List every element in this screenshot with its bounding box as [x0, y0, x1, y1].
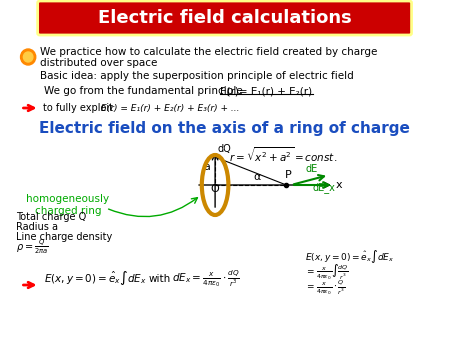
Circle shape — [21, 49, 36, 65]
Text: Basic idea: apply the superposition principle of electric field: Basic idea: apply the superposition prin… — [40, 71, 353, 81]
Text: Total charge Q: Total charge Q — [16, 212, 86, 222]
Text: $dE_x = \frac{x}{4\pi\varepsilon_0} \cdot \frac{dQ}{r^3}$: $dE_x = \frac{x}{4\pi\varepsilon_0} \cdo… — [172, 269, 240, 289]
Text: $E(x,y=0) = \hat{e}_x \int dE_x$: $E(x,y=0) = \hat{e}_x \int dE_x$ — [44, 269, 147, 287]
Text: $= \frac{x}{4\pi\varepsilon_0} \cdot \frac{Q}{r^3}$: $= \frac{x}{4\pi\varepsilon_0} \cdot \fr… — [305, 279, 346, 297]
Text: dE_x: dE_x — [313, 182, 336, 193]
Text: homogeneously
charged ring: homogeneously charged ring — [27, 194, 109, 216]
Text: E(r) = E₁(r) + E₂(r) + E₃(r) + ...: E(r) = E₁(r) + E₂(r) + E₃(r) + ... — [101, 103, 240, 113]
Text: dQ: dQ — [217, 144, 231, 154]
Text: $= \frac{x}{4\pi\varepsilon_0} \int \frac{dQ}{r^3}$: $= \frac{x}{4\pi\varepsilon_0} \int \fra… — [305, 263, 349, 282]
FancyBboxPatch shape — [38, 1, 412, 35]
Text: Electric field on the axis of a ring of charge: Electric field on the axis of a ring of … — [39, 121, 410, 136]
Text: P: P — [284, 170, 291, 180]
Text: $r = \sqrt{x^2 + a^2} = const.$: $r = \sqrt{x^2 + a^2} = const.$ — [230, 145, 338, 164]
Text: $E(x,y=0) = \hat{e}_x \int dE_x$: $E(x,y=0) = \hat{e}_x \int dE_x$ — [305, 248, 395, 265]
Text: Line charge density: Line charge density — [16, 232, 112, 242]
Text: a: a — [204, 162, 211, 172]
Text: x: x — [336, 180, 342, 190]
Circle shape — [23, 52, 33, 62]
Text: We go from the fundamental principle: We go from the fundamental principle — [44, 86, 246, 96]
Text: O: O — [210, 184, 219, 194]
Text: distributed over space: distributed over space — [40, 58, 157, 68]
Text: Electric field calculations: Electric field calculations — [98, 9, 351, 27]
Text: We practice how to calculate the electric field created by charge: We practice how to calculate the electri… — [40, 47, 377, 57]
Text: dE: dE — [305, 164, 318, 174]
Text: Radius a: Radius a — [16, 222, 58, 232]
Text: $\rho = \frac{Q}{2\pi a}$: $\rho = \frac{Q}{2\pi a}$ — [16, 237, 49, 256]
Text: E(r)= E₁(r) + E₂(r): E(r)= E₁(r) + E₂(r) — [220, 86, 312, 96]
Text: α: α — [253, 172, 261, 182]
Text: with: with — [148, 274, 171, 284]
Text: to fully exploit: to fully exploit — [43, 103, 123, 113]
